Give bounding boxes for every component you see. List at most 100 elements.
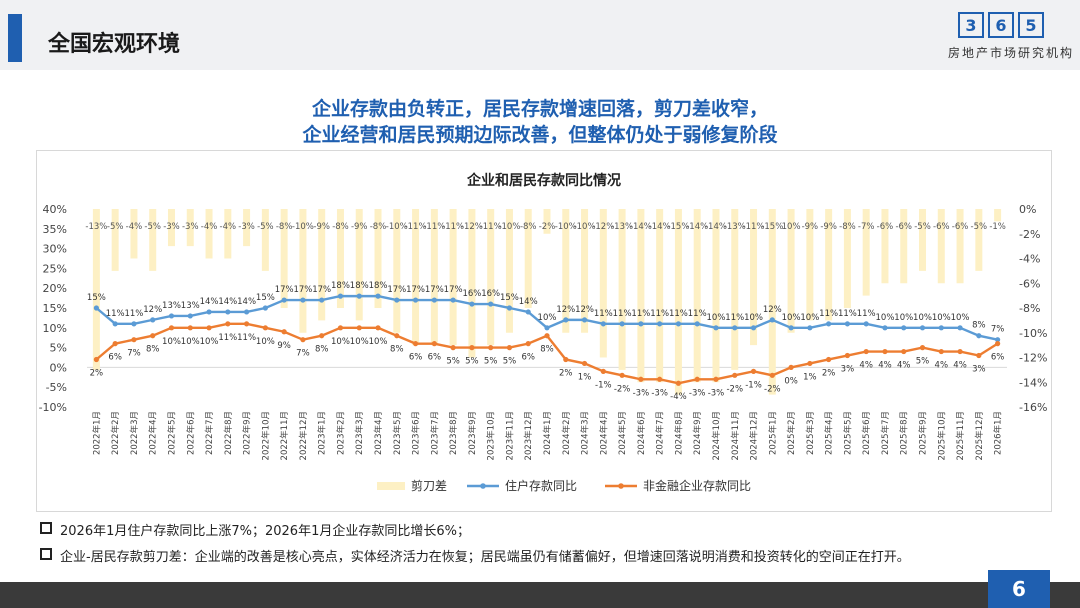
x-axis-tick: 2024年1月: [542, 411, 553, 455]
enterprise-point: [901, 348, 907, 355]
enterprise-label: 10%: [331, 337, 350, 347]
household-label: 17%: [444, 285, 463, 295]
enterprise-point: [506, 345, 513, 351]
enterprise-label: 4%: [935, 361, 949, 371]
enterprise-label: 5%: [503, 357, 517, 367]
enterprise-point: [469, 345, 475, 351]
gap-bar: [318, 209, 326, 321]
gap-bar: [336, 209, 344, 308]
gap-bar: [543, 209, 551, 234]
legend-label: 剪刀差: [411, 478, 447, 493]
enterprise-point: [337, 325, 344, 331]
gap-bar-label: -12%: [592, 222, 614, 232]
gap-bar: [393, 209, 401, 333]
enterprise-point: [356, 325, 362, 331]
gap-bar: [224, 209, 232, 259]
gap-bar-label: -5%: [144, 222, 161, 232]
household-label: 11%: [725, 313, 744, 323]
household-point: [488, 301, 494, 307]
x-axis-tick: 2025年11月: [955, 411, 966, 460]
headline-line-2: 企业经营和居民预期边际改善，但整体仍处于弱修复阶段: [302, 124, 778, 146]
enterprise-label: -1%: [745, 380, 762, 390]
household-point: [450, 297, 456, 303]
gap-bar-label: -8%: [839, 222, 856, 232]
right-axis-tick: -6%: [1019, 277, 1040, 290]
gap-bar-label: -4%: [220, 222, 237, 232]
household-point: [769, 317, 775, 323]
enterprise-point: [788, 364, 794, 370]
enterprise-label: 4%: [953, 361, 967, 371]
x-axis-tick: 2024年7月: [655, 411, 666, 455]
gap-bar-label: -1%: [989, 222, 1006, 232]
enterprise-point: [976, 352, 982, 359]
gap-bar-label: -9%: [820, 222, 837, 232]
household-point: [337, 293, 344, 299]
enterprise-point: [826, 356, 832, 363]
gap-bar: [487, 209, 495, 346]
enterprise-label: 9%: [277, 341, 291, 351]
x-axis-tick: 2023年6月: [411, 411, 422, 455]
household-label: 10%: [894, 313, 913, 323]
enterprise-label: 4%: [878, 361, 892, 371]
household-point: [788, 325, 794, 331]
footer-bar: [0, 582, 1080, 608]
gap-bar: [111, 209, 119, 271]
gap-bar: [562, 209, 570, 333]
note-2: 企业-居民存款剪刀差：企业端的改善是核心亮点，实体经济活力在恢复；居民端虽仍有储…: [40, 546, 910, 565]
household-label: 12%: [763, 305, 782, 315]
enterprise-label: 7%: [296, 349, 310, 359]
enterprise-point: [544, 333, 550, 339]
gap-bar-label: -13%: [85, 222, 107, 232]
right-axis-tick: -14%: [1019, 376, 1047, 389]
x-axis-tick: 2023年4月: [373, 411, 384, 455]
enterprise-label: 2%: [559, 368, 573, 378]
legend-label: 住户存款同比: [505, 478, 577, 493]
enterprise-point: [412, 341, 419, 347]
enterprise-label: 10%: [181, 337, 200, 347]
x-axis-tick: 2022年1月: [91, 411, 102, 455]
household-label: 10%: [782, 313, 801, 323]
household-label: 10%: [538, 313, 557, 323]
note-2-text: 企业-居民存款剪刀差：企业端的改善是核心亮点，实体经济活力在恢复；居民端虽仍有储…: [60, 550, 910, 565]
household-point: [826, 321, 832, 327]
enterprise-point: [863, 348, 869, 355]
legend-label: 非金融企业存款同比: [643, 478, 751, 493]
household-point: [919, 325, 926, 331]
household-point: [225, 309, 231, 315]
left-axis-tick: 35%: [43, 223, 67, 236]
household-point: [168, 313, 175, 319]
x-axis-tick: 2024年11月: [730, 411, 741, 460]
household-label: 13%: [162, 301, 181, 311]
enterprise-point: [957, 348, 963, 355]
household-label: 11%: [594, 309, 613, 319]
gap-bar: [412, 209, 420, 346]
x-axis-tick: 2025年1月: [767, 411, 778, 455]
gap-bar: [299, 209, 307, 333]
enterprise-label: 5%: [446, 357, 460, 367]
x-axis-tick: 2025年12月: [974, 411, 985, 460]
x-axis-tick: 2022年4月: [148, 411, 159, 455]
gap-bar: [581, 209, 589, 333]
x-axis-tick: 2025年10月: [936, 411, 947, 460]
gap-bar: [994, 209, 1002, 222]
logo-text: 房地产市场研究机构: [948, 46, 1075, 60]
enterprise-point: [995, 341, 1001, 347]
enterprise-point: [131, 337, 137, 343]
gap-bar-label: -15%: [667, 222, 689, 232]
gap-bar-label: -10%: [574, 222, 596, 232]
enterprise-label: 4%: [897, 361, 911, 371]
gap-bar: [768, 209, 776, 395]
household-label: 14%: [237, 297, 256, 307]
enterprise-label: 2%: [822, 368, 836, 378]
gap-bar-label: -9%: [802, 222, 819, 232]
household-point: [394, 297, 400, 303]
household-label: 14%: [200, 297, 219, 307]
household-point: [544, 325, 550, 331]
gap-bar: [280, 209, 288, 308]
gap-bar-label: -3%: [182, 222, 199, 232]
household-point: [957, 325, 963, 331]
household-point: [506, 305, 513, 311]
household-point: [187, 313, 193, 319]
legend-marker-enterprise: [618, 483, 624, 489]
enterprise-label: -2%: [726, 384, 743, 394]
